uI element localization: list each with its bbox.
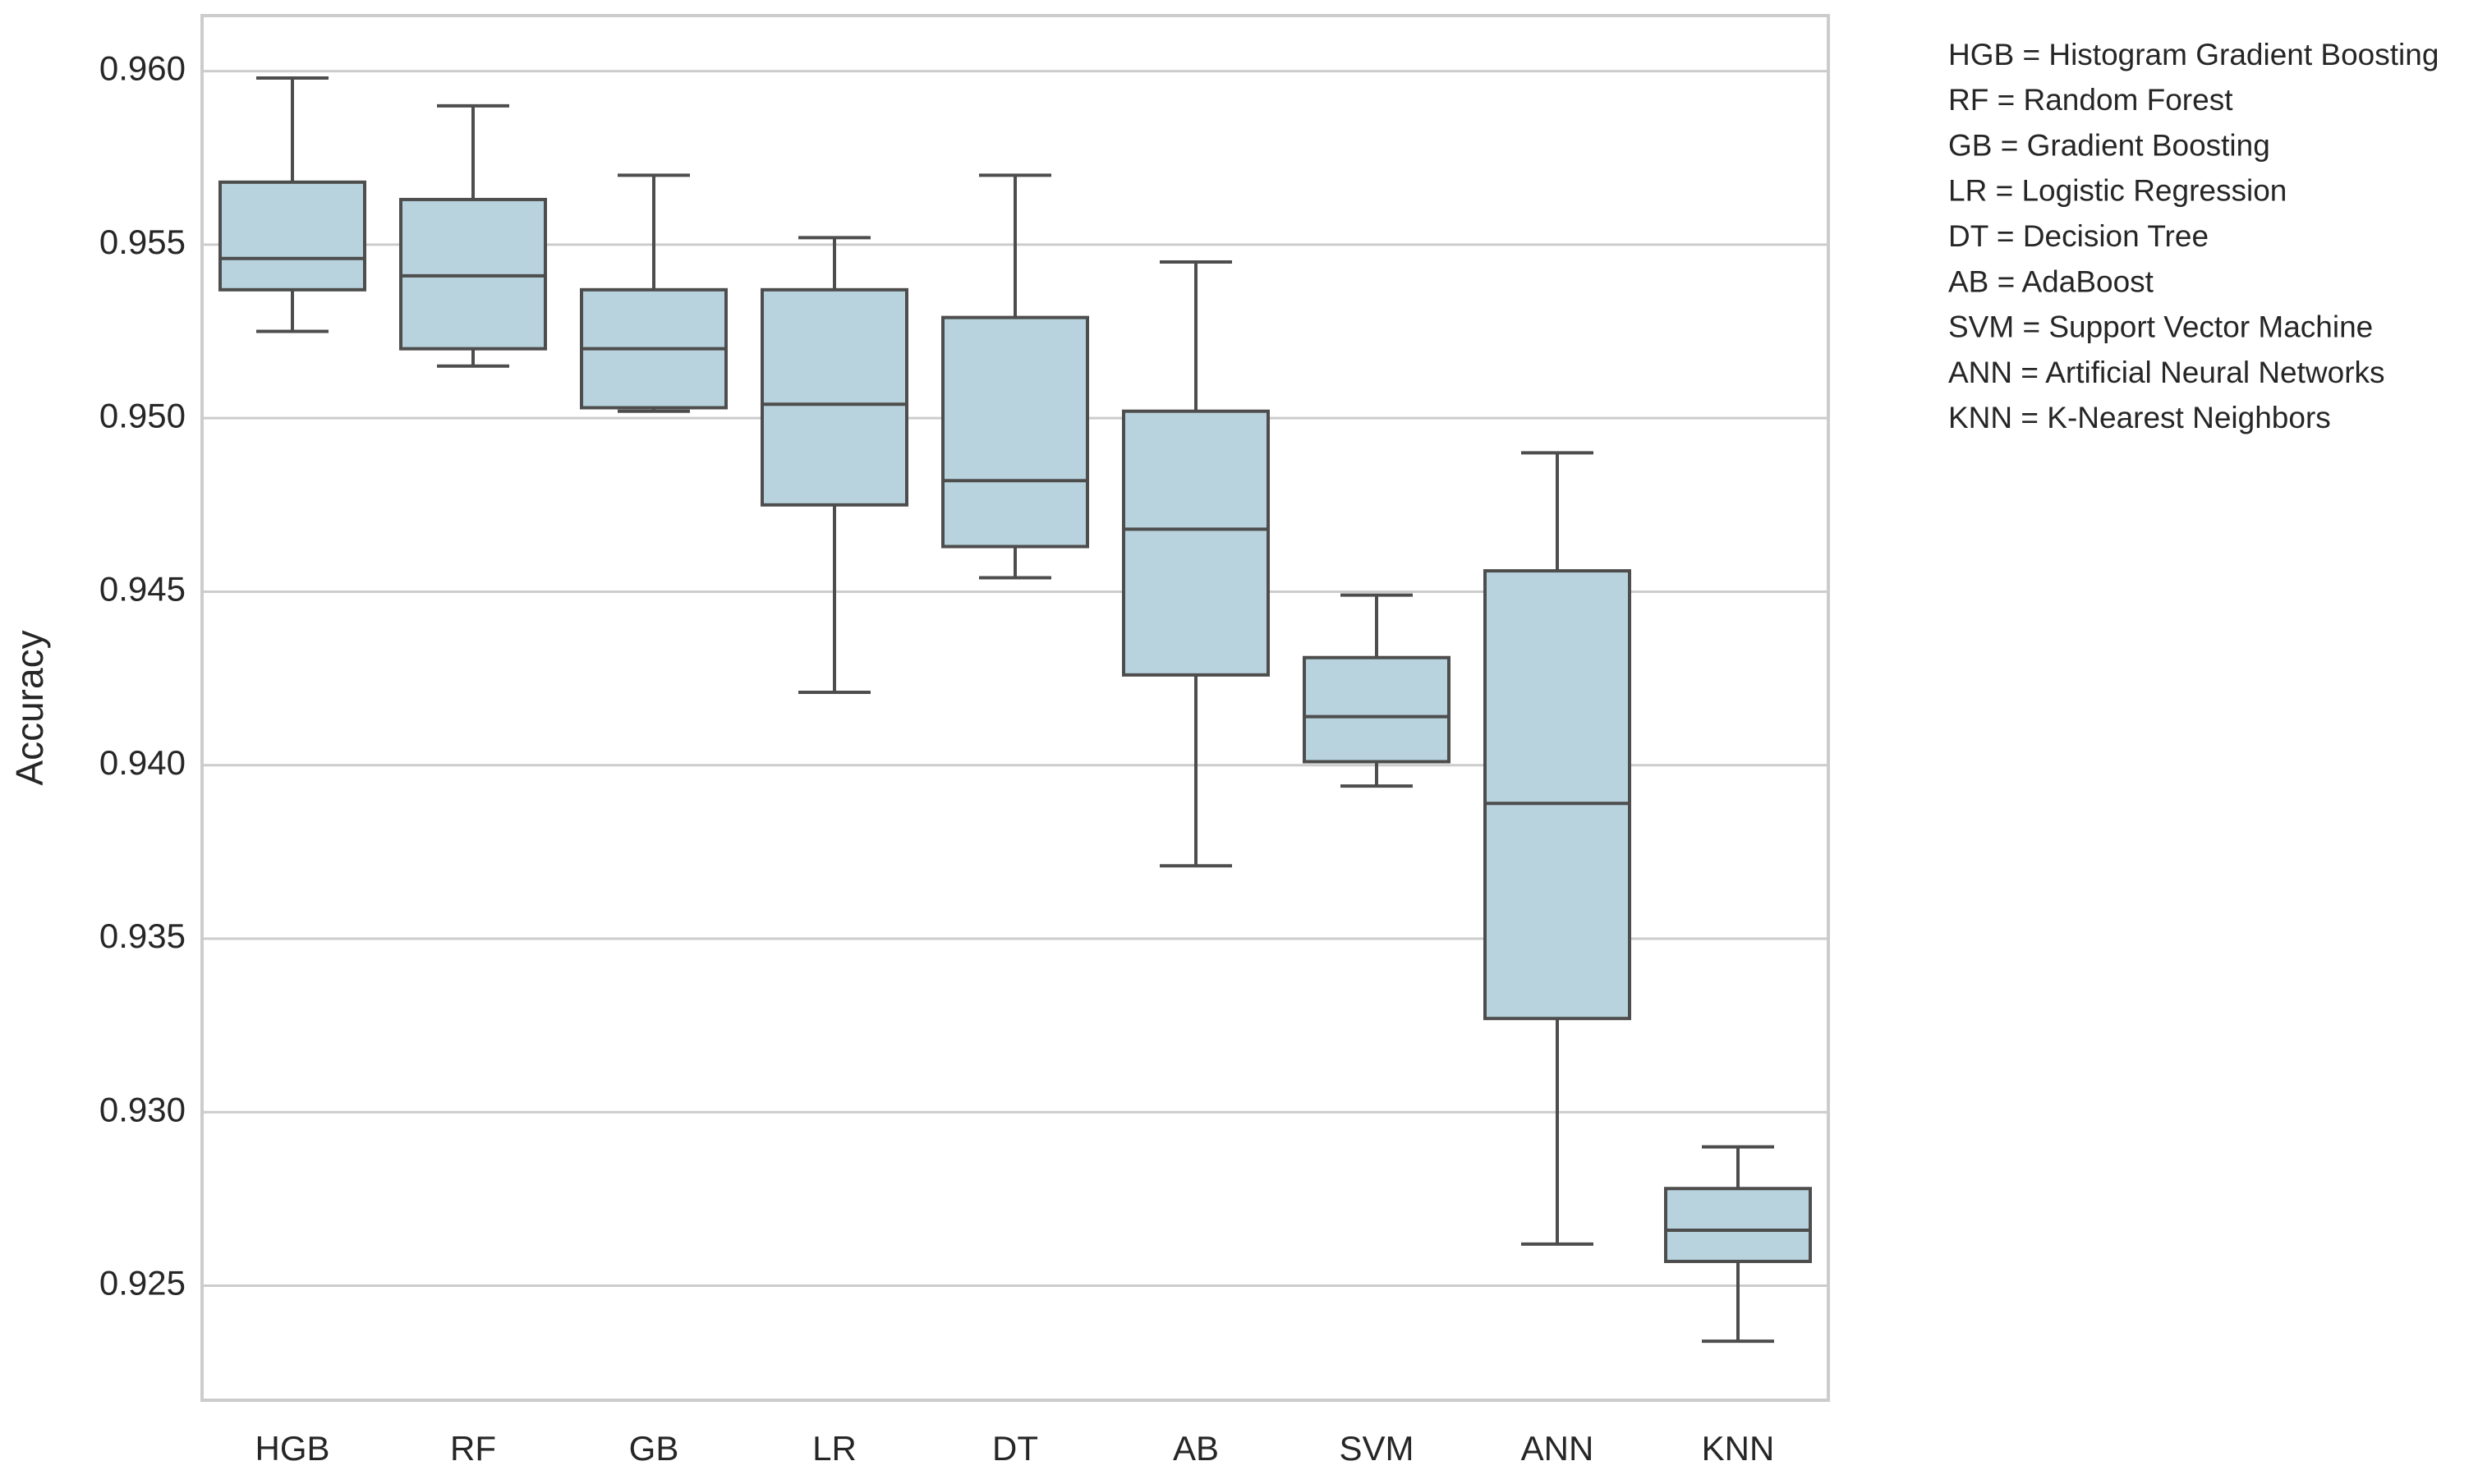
y-tick-label: 0.935 xyxy=(99,917,186,955)
box xyxy=(1483,569,1631,1021)
x-tick-label: HGB xyxy=(255,1429,329,1468)
legend-note: DT = Decision Tree xyxy=(1948,219,2209,253)
legend-note: LR = Logistic Regression xyxy=(1948,174,2287,208)
box xyxy=(218,180,366,292)
x-tick-label: ANN xyxy=(1521,1429,1594,1468)
plot-frame xyxy=(200,14,1830,1402)
x-tick-label: RF xyxy=(450,1429,496,1468)
y-tick-label: 0.950 xyxy=(99,396,186,434)
y-tick-label: 0.945 xyxy=(99,570,186,609)
box xyxy=(1303,655,1450,764)
x-tick-label: DT xyxy=(992,1429,1038,1468)
legend-note: SVM = Support Vector Machine xyxy=(1948,310,2373,344)
x-tick-label: LR xyxy=(812,1429,857,1468)
y-tick-label: 0.940 xyxy=(99,743,186,782)
y-tick-label: 0.955 xyxy=(99,223,186,261)
box xyxy=(399,197,547,351)
legend-note: RF = Random Forest xyxy=(1948,83,2233,117)
box xyxy=(761,287,908,507)
box xyxy=(1122,409,1270,677)
x-tick-label: GB xyxy=(629,1429,679,1468)
y-tick-label: 0.925 xyxy=(99,1264,186,1303)
legend-note: GB = Gradient Boosting xyxy=(1948,128,2270,162)
x-tick-label: SVM xyxy=(1339,1429,1414,1468)
y-tick-label: 0.930 xyxy=(99,1090,186,1128)
box xyxy=(941,315,1089,549)
legend-note: KNN = K-Nearest Neighbors xyxy=(1948,401,2331,434)
y-tick-label: 0.960 xyxy=(99,49,186,88)
x-tick-label: KNN xyxy=(1702,1429,1775,1468)
box xyxy=(1664,1187,1812,1263)
x-tick-label: AB xyxy=(1173,1429,1219,1468)
legend-note: AB = AdaBoost xyxy=(1948,264,2154,298)
legend-note: HGB = Histogram Gradient Boosting xyxy=(1948,38,2439,71)
y-axis-label: Accuracy xyxy=(8,630,51,785)
legend-note: ANN = Artificial Neural Networks xyxy=(1948,356,2385,389)
